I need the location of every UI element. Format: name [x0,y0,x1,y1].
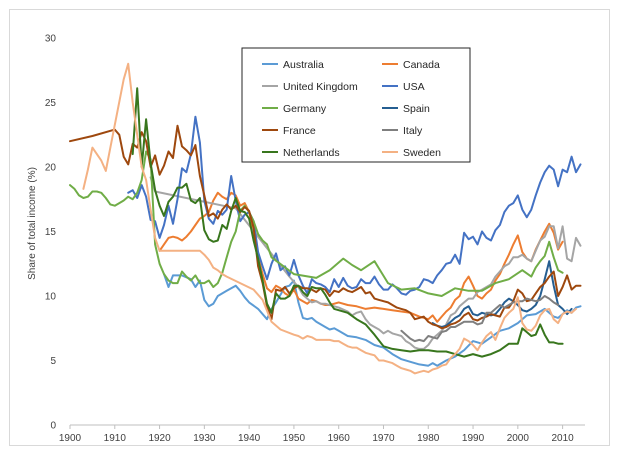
series-line-canada [158,191,564,323]
series-line-netherlands [131,87,564,358]
series-line-united-kingdom [149,176,582,350]
series-line-australia [163,273,582,367]
legend-label: Sweden [403,147,441,159]
series-layer [69,62,582,375]
x-tick-label: 1980 [417,433,440,444]
legend-label: France [283,125,316,137]
x-tick-label: 1940 [238,433,261,444]
legend-label: United Kingdom [283,81,358,93]
x-tick-label: 2000 [507,433,530,444]
y-tick-label: 5 [50,356,56,367]
series-line-italy [400,295,560,343]
legend: Australia Canada United Kingdom USA Germany S… [241,47,471,163]
legend-label: USA [403,81,425,93]
y-tick-label: 20 [45,163,57,174]
x-tick-label: 1970 [372,433,395,444]
y-tick-label: 10 [45,292,57,303]
y-tick-label: 15 [45,227,57,238]
y-tick-label: 0 [50,421,56,432]
x-axis-ticks: 1900 1910 1920 1930 1940 1950 1960 1970 1980 1990… [59,425,574,444]
series-line-sweden [82,62,577,375]
legend-label: Canada [403,59,440,71]
x-tick-label: 1950 [283,433,306,444]
x-tick-label: 1900 [59,433,82,444]
x-tick-label: 1910 [104,433,127,444]
legend-label: Spain [403,103,430,115]
legend-label: Italy [403,125,423,137]
legend-label: Germany [283,103,327,115]
y-tick-label: 30 [45,34,57,45]
x-tick-label: 1960 [328,433,351,444]
legend-label: Netherlands [283,147,340,159]
x-tick-label: 1930 [193,433,216,444]
legend-label: Australia [283,59,324,71]
y-axis-title: Share of total income (%) [27,167,38,280]
y-tick-label: 25 [45,98,57,109]
x-tick-label: 1990 [462,433,485,444]
series-line-france [69,124,582,330]
legend-box [241,47,471,163]
series-line-germany [69,150,564,297]
x-tick-label: 1920 [148,433,171,444]
y-axis-ticks: 0 5 10 15 20 25 30 [45,34,57,432]
x-tick-label: 2010 [551,433,574,444]
